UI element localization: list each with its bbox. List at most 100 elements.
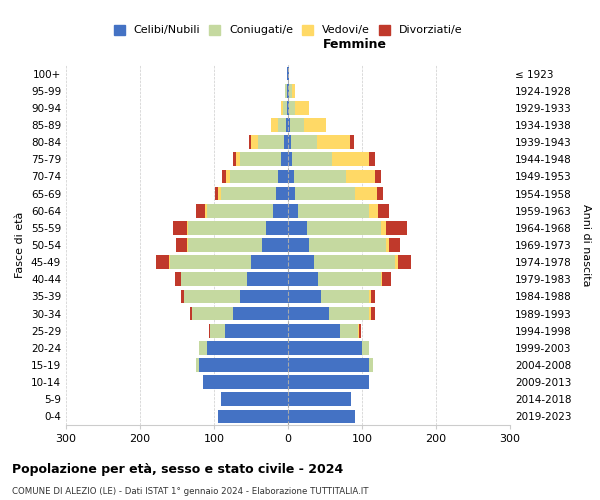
Bar [266, 221, 288, 234]
Bar [370, 290, 371, 304]
Bar [288, 136, 291, 149]
Bar [273, 204, 288, 218]
Bar [309, 238, 386, 252]
Bar [288, 170, 294, 183]
Bar [240, 152, 281, 166]
Bar [187, 238, 188, 252]
Bar [218, 410, 288, 424]
Bar [292, 152, 332, 166]
Bar [181, 272, 247, 286]
Bar [196, 204, 205, 218]
Bar [332, 152, 370, 166]
Bar [395, 256, 398, 269]
Bar [271, 118, 278, 132]
Bar [247, 272, 288, 286]
Bar [259, 136, 284, 149]
Bar [284, 136, 288, 149]
Bar [346, 170, 376, 183]
Bar [389, 238, 400, 252]
Bar [222, 170, 226, 183]
Bar [251, 136, 259, 149]
Bar [169, 256, 170, 269]
Bar [190, 306, 192, 320]
Bar [262, 238, 288, 252]
Bar [287, 66, 288, 80]
Bar [288, 376, 370, 389]
Bar [340, 324, 358, 338]
Bar [288, 66, 289, 80]
Bar [288, 290, 322, 304]
Bar [173, 221, 187, 234]
Bar [317, 272, 380, 286]
Bar [376, 170, 381, 183]
Bar [188, 238, 262, 252]
Bar [287, 84, 288, 98]
Bar [289, 84, 292, 98]
Bar [288, 101, 289, 114]
Bar [288, 324, 340, 338]
Bar [221, 392, 288, 406]
Bar [240, 290, 288, 304]
Bar [233, 306, 288, 320]
Bar [368, 204, 377, 218]
Bar [184, 290, 240, 304]
Bar [380, 221, 386, 234]
Y-axis label: Anni di nascita: Anni di nascita [581, 204, 591, 286]
Bar [288, 358, 370, 372]
Bar [206, 204, 273, 218]
Text: COMUNE DI ALEZIO (LE) - Dati ISTAT 1° gennaio 2024 - Elaborazione TUTTITALIA.IT: COMUNE DI ALEZIO (LE) - Dati ISTAT 1° ge… [12, 488, 368, 496]
Bar [251, 256, 288, 269]
Bar [371, 306, 374, 320]
Bar [386, 221, 407, 234]
Text: Popolazione per età, sesso e stato civile - 2024: Popolazione per età, sesso e stato civil… [12, 462, 343, 475]
Bar [283, 101, 287, 114]
Bar [276, 186, 288, 200]
Bar [362, 341, 370, 354]
Bar [288, 256, 314, 269]
Bar [236, 152, 240, 166]
Bar [218, 186, 221, 200]
Bar [192, 306, 233, 320]
Bar [206, 341, 288, 354]
Bar [205, 204, 206, 218]
Bar [176, 238, 187, 252]
Bar [221, 186, 276, 200]
Bar [291, 136, 317, 149]
Bar [314, 256, 395, 269]
Bar [288, 306, 329, 320]
Bar [288, 204, 298, 218]
Bar [382, 272, 391, 286]
Bar [294, 170, 346, 183]
Bar [370, 306, 371, 320]
Bar [226, 170, 230, 183]
Bar [175, 272, 181, 286]
Bar [288, 410, 355, 424]
Bar [288, 341, 362, 354]
Bar [292, 84, 295, 98]
Bar [288, 392, 351, 406]
Bar [288, 221, 307, 234]
Bar [359, 324, 361, 338]
Bar [358, 324, 359, 338]
Bar [281, 152, 288, 166]
Bar [230, 170, 278, 183]
Bar [329, 306, 370, 320]
Bar [290, 118, 304, 132]
Bar [278, 118, 286, 132]
Bar [288, 152, 292, 166]
Bar [181, 290, 184, 304]
Bar [288, 84, 289, 98]
Bar [350, 136, 354, 149]
Bar [355, 186, 377, 200]
Bar [188, 221, 266, 234]
Bar [285, 84, 287, 98]
Bar [288, 272, 317, 286]
Bar [298, 204, 368, 218]
Bar [377, 186, 383, 200]
Bar [286, 118, 288, 132]
Bar [295, 101, 309, 114]
Legend: Celibi/Nubili, Coniugati/e, Vedovi/e, Divorziati/e: Celibi/Nubili, Coniugati/e, Vedovi/e, Di… [109, 20, 467, 40]
Bar [288, 118, 290, 132]
Bar [287, 101, 288, 114]
Bar [289, 101, 295, 114]
